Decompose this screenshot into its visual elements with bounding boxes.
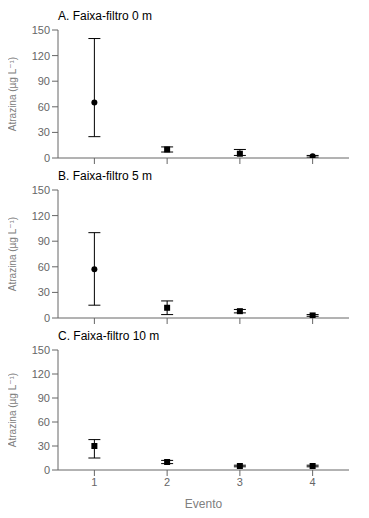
- svg-text:60: 60: [38, 261, 50, 273]
- svg-text:150: 150: [32, 344, 50, 356]
- svg-text:Atrazina (µg L⁻¹): Atrazina (µg L⁻¹): [8, 57, 18, 131]
- html-text:C. Faixa-filtro 10 m: C. Faixa-filtro 10 m: [58, 329, 160, 343]
- svg-text:150: 150: [32, 184, 50, 196]
- svg-text:Evento: Evento: [185, 497, 223, 510]
- svg-text:1: 1: [91, 476, 97, 488]
- svg-text:0: 0: [44, 312, 50, 324]
- svg-text:30: 30: [38, 440, 50, 452]
- svg-text:3: 3: [237, 476, 243, 488]
- svg-text:90: 90: [38, 392, 50, 404]
- svg-text:60: 60: [38, 416, 50, 428]
- html-text:B. Faixa-filtro 5 m: B. Faixa-filtro 5 m: [58, 169, 152, 183]
- svg-text:30: 30: [38, 286, 50, 298]
- svg-text:0: 0: [44, 464, 50, 476]
- html-text:A. Faixa-filtro 0 m: A. Faixa-filtro 0 m: [58, 9, 152, 23]
- svg-text:Atrazina (µg L⁻¹): Atrazina (µg L⁻¹): [8, 217, 18, 291]
- svg-text:120: 120: [32, 368, 50, 380]
- svg-text:4: 4: [310, 476, 316, 488]
- svg-text:90: 90: [38, 75, 50, 87]
- svg-text:2: 2: [164, 476, 170, 488]
- svg-text:0: 0: [44, 152, 50, 164]
- svg-text:60: 60: [38, 101, 50, 113]
- svg-text:30: 30: [38, 126, 50, 138]
- svg-text:Atrazina (µg L⁻¹): Atrazina (µg L⁻¹): [8, 373, 18, 447]
- svg-text:120: 120: [32, 50, 50, 62]
- svg-text:150: 150: [32, 24, 50, 36]
- svg-text:120: 120: [32, 210, 50, 222]
- svg-text:90: 90: [38, 235, 50, 247]
